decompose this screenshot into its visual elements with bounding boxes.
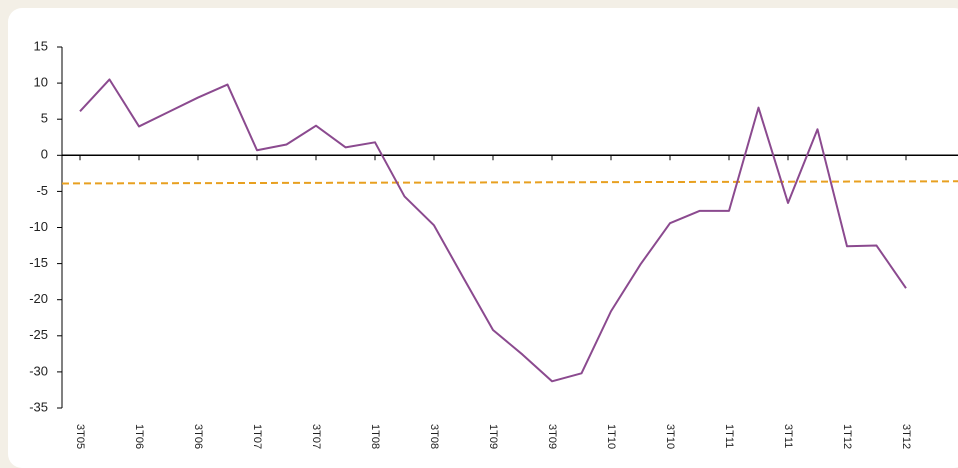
page: -35 -30 -25 -20 -15 -10 -5 0 5 10 15 3T05 1T06 3T06 1T…	[8, 8, 958, 468]
x-tick-label: 3T08	[428, 424, 440, 449]
y-tick-label: 5	[41, 111, 48, 126]
y-tick-label: -20	[29, 291, 48, 306]
x-tick-label: 1T11	[723, 424, 735, 448]
y-tick-label: -10	[29, 219, 48, 234]
y-tick-label: -5	[36, 183, 48, 198]
x-tick-label: 1T07	[251, 424, 263, 449]
x-tick-label: 1T06	[133, 424, 145, 449]
chart: -35 -30 -25 -20 -15 -10 -5 0 5 10 15 3T05 1T06 3T06 1T…	[29, 38, 958, 449]
x-tick-label: 1T12	[841, 424, 853, 449]
y-tick-label: 0	[41, 147, 48, 162]
y-tick-label: 15	[34, 38, 48, 53]
y-tick-label: 10	[34, 75, 48, 90]
y-tick-label: -15	[29, 255, 48, 270]
data-line	[79, 78, 907, 383]
x-tick-label: 3T07	[310, 424, 322, 449]
x-tick-label: 3T09	[546, 424, 558, 449]
x-tick-label: 3T05	[74, 424, 86, 449]
y-tick-label: -25	[29, 327, 48, 342]
x-tick-label: 1T08	[369, 424, 381, 449]
x-tick-label: 3T10	[664, 424, 676, 449]
trend-line	[61, 180, 958, 185]
x-tick-label: 3T12	[900, 424, 912, 449]
y-tick-label: -30	[29, 363, 48, 378]
x-tick-label: 1T09	[487, 424, 499, 449]
card	[8, 8, 958, 468]
x-tick-label: 3T11	[782, 424, 794, 448]
y-tick-label: -35	[29, 399, 48, 414]
x-tick-label: 1T10	[605, 424, 617, 449]
x-tick-label: 3T06	[192, 424, 204, 449]
